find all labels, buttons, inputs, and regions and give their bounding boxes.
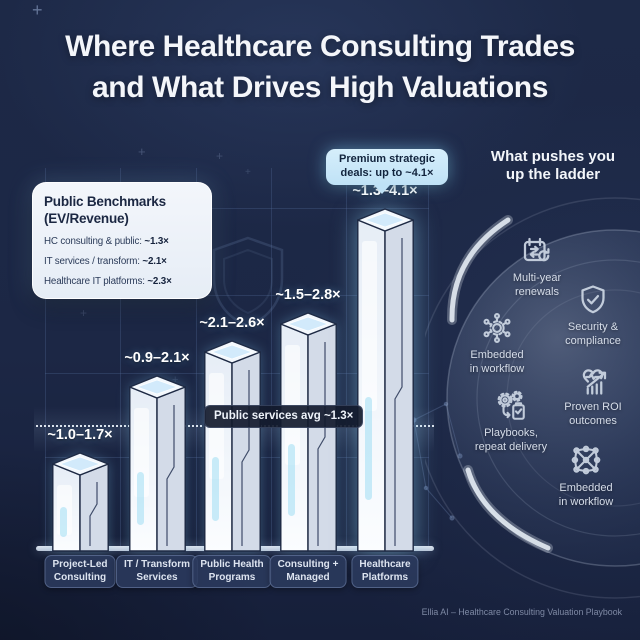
shield-watermark-icon (212, 236, 284, 328)
badge-pointer (374, 185, 390, 194)
chart-gridline-horizontal (45, 295, 429, 296)
ladder-item-line1: Embedded (559, 482, 613, 494)
ladder-item-line2: renewals (514, 285, 559, 298)
category-label-line: Project-Led (52, 559, 108, 570)
plus-decoration-icon: + (172, 374, 179, 386)
ladder-item-line2: outcomes (569, 414, 617, 427)
category-label-line: Consulting (53, 571, 107, 583)
plus-decoration-icon: + (245, 167, 251, 178)
bar-5-column (357, 208, 414, 552)
category-label-2: IT / Transform Services (115, 555, 199, 588)
ladder-item-security-compliance: Security & compliance (547, 282, 639, 348)
chart-gridline-vertical (196, 168, 197, 548)
chart-gridline-vertical (346, 168, 347, 548)
bar-1-column (52, 452, 109, 552)
ladder-item-label: Embedded in workflow (470, 349, 524, 376)
category-label-line: Consulting + (277, 559, 339, 570)
plus-decoration-icon: + (32, 0, 43, 20)
page-title: Where Healthcare Consulting Trades and W… (0, 26, 640, 108)
category-label-line: Services (136, 571, 178, 583)
reference-line-label: Public services avg ~1.3× (204, 405, 364, 428)
ladder-heading-line2: up the ladder (505, 166, 601, 183)
ladder-item-label: Security & compliance (565, 321, 621, 348)
category-label-1: Project-Led Consulting (44, 555, 116, 588)
chart-gridline-vertical (120, 168, 121, 548)
footer-caption: Ellia AI – Healthcare Consulting Valuati… (421, 607, 622, 617)
category-label-line: IT / Transform (123, 559, 191, 570)
benchmark-row: HC consulting & public: ~1.3× (44, 236, 200, 247)
ladder-item-line1: Proven ROI (564, 401, 622, 413)
ladder-item-line1: Embedded (470, 349, 524, 361)
ladder-heading-line1: What pushes you (490, 148, 616, 165)
page-title-line1: Where Healthcare Consulting Trades (65, 30, 575, 63)
category-label-line: Managed (286, 571, 330, 583)
benchmark-row-label: Healthcare IT platforms: (44, 276, 148, 287)
chart-gridline-horizontal (45, 208, 429, 209)
benchmark-row: Healthcare IT platforms: ~2.3× (44, 276, 200, 287)
public-benchmarks-card: Public Benchmarks (EV/Revenue) HC consul… (32, 182, 212, 299)
benchmarks-title-line2: (EV/Revenue) (44, 211, 129, 226)
benchmark-row: IT services / transform: ~2.1× (44, 256, 200, 267)
chart-gridline-vertical (45, 168, 46, 548)
bar-2-value-label: ~0.9–2.1× (124, 350, 190, 366)
benchmark-row-label: HC consulting & public: (44, 236, 145, 247)
chart-gridline-vertical (271, 168, 272, 548)
premium-deals-badge: Premium strategic deals: up to ~4.1× (326, 149, 448, 194)
benchmark-row-label: IT services / transform: (44, 256, 143, 267)
ladder-item-line2: in workflow (558, 495, 614, 508)
plus-decoration-icon: + (80, 306, 88, 320)
bar-4-column (280, 312, 337, 552)
benchmarks-title-line1: Public Benchmarks (44, 194, 166, 209)
ladder-item-proven-roi: Proven ROI outcomes (544, 362, 640, 428)
ladder-item-playbooks: Playbooks, repeat delivery (458, 388, 564, 454)
plus-decoration-icon: + (138, 144, 146, 159)
category-label-line: Healthcare (359, 559, 411, 570)
ladder-item-embedded-workflow-2: Embedded in workflow (537, 441, 635, 509)
ladder-item-line1: Security & (567, 321, 619, 333)
ladder-item-line2: in workflow (469, 362, 525, 375)
category-label-line: Programs (208, 571, 256, 583)
benchmark-row-value: ~2.1× (142, 256, 167, 267)
bar-4-value-label: ~1.5–2.8× (275, 287, 341, 303)
gears-playbook-icon (497, 390, 525, 420)
benchmark-row-value: ~2.3× (147, 276, 172, 287)
chart-gridline-vertical (428, 168, 429, 548)
category-label-5: Healthcare Platforms (351, 555, 419, 588)
category-label-4: Consulting + Managed (269, 555, 347, 588)
mesh-network-icon (571, 445, 601, 475)
ladder-item-embedded-workflow: Embedded in workflow (451, 310, 543, 376)
page-title-line2: and What Drives High Valuations (91, 71, 548, 104)
premium-badge-line1: Premium strategic (339, 153, 435, 165)
ladder-item-line1: Multi-year (512, 272, 562, 284)
premium-badge-line2: deals: up to ~4.1× (340, 166, 434, 179)
bar-2-column (129, 375, 186, 552)
bar-1-value-label: ~1.0–1.7× (47, 427, 113, 443)
category-label-line: Platforms (361, 571, 409, 583)
category-label-line: Public Health (200, 559, 264, 570)
roi-pulse-chart-icon (582, 369, 607, 395)
bar-3-column (204, 340, 261, 552)
benchmark-row-value: ~1.3× (144, 236, 169, 247)
ladder-item-label: Proven ROI outcomes (564, 401, 621, 428)
category-label-3: Public Health Programs (192, 555, 272, 588)
ladder-heading: What pushes you up the ladder (463, 148, 640, 184)
shield-check-icon (581, 285, 605, 314)
bar-3-value-label: ~2.1–2.6× (199, 315, 265, 331)
calendar-renewal-icon (523, 237, 550, 262)
ladder-item-label: Embedded in workflow (559, 482, 613, 509)
ladder-item-multi-year-renewals: Multi-year renewals (492, 233, 582, 299)
ladder-item-line2: compliance (565, 334, 621, 347)
ladder-item-label: Multi-year renewals (513, 272, 561, 299)
plus-decoration-icon: + (216, 149, 224, 163)
ladder-item-line1: Playbooks, (484, 427, 538, 439)
ladder-item-line2: repeat delivery (474, 440, 548, 453)
ladder-item-label: Playbooks, repeat delivery (475, 427, 547, 454)
hub-network-icon (483, 313, 511, 344)
benchmarks-card-title: Public Benchmarks (EV/Revenue) (44, 193, 200, 227)
